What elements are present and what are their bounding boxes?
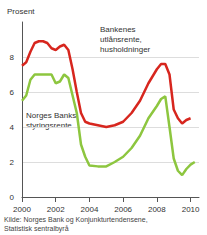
svg-text:utlånsrente,: utlånsrente, xyxy=(100,35,142,44)
svg-text:2: 2 xyxy=(10,158,15,167)
svg-text:Prosent: Prosent xyxy=(7,7,35,16)
svg-text:6: 6 xyxy=(10,88,15,97)
svg-text:2006: 2006 xyxy=(114,205,132,214)
svg-text:Statistisk sentralbyrå: Statistisk sentralbyrå xyxy=(4,225,69,233)
svg-text:2002: 2002 xyxy=(47,205,65,214)
svg-text:Norges Banks: Norges Banks xyxy=(26,111,76,120)
svg-text:2004: 2004 xyxy=(81,205,99,214)
svg-text:2000: 2000 xyxy=(13,205,31,214)
svg-text:8: 8 xyxy=(10,53,15,62)
svg-text:2010: 2010 xyxy=(182,205,200,214)
svg-text:styringsrente: styringsrente xyxy=(26,121,72,130)
svg-text:2008: 2008 xyxy=(148,205,166,214)
svg-text:Bankenes: Bankenes xyxy=(100,25,136,34)
svg-text:0: 0 xyxy=(10,193,15,202)
svg-text:4: 4 xyxy=(10,123,15,132)
svg-text:husholdninger: husholdninger xyxy=(100,45,151,54)
svg-text:Kilde: Norges Bank og Konjunkt: Kilde: Norges Bank og Konjunkturtendense… xyxy=(4,216,148,224)
